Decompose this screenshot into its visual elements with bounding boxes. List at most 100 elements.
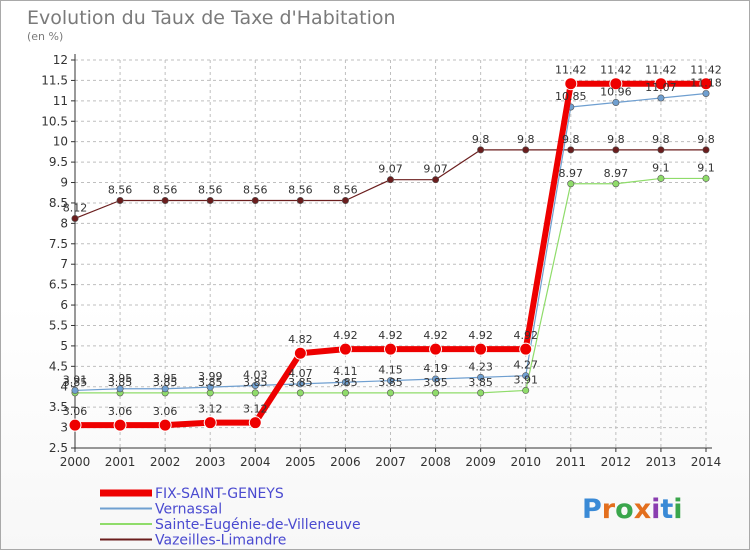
data-label: 8.97 <box>604 167 629 180</box>
data-point <box>609 77 623 91</box>
data-point <box>161 385 169 393</box>
data-point <box>477 146 485 154</box>
data-label: 3.91 <box>513 373 538 386</box>
x-tick-label: 2011 <box>556 455 587 469</box>
data-label: 3.85 <box>333 376 358 389</box>
data-label: 3.85 <box>153 376 178 389</box>
data-label: 10.96 <box>600 85 632 98</box>
y-tick-label: 9 <box>60 176 68 190</box>
logo-letter: t <box>660 494 673 525</box>
y-tick-label: 11 <box>53 94 68 108</box>
x-tick-label: 2005 <box>285 455 316 469</box>
data-point <box>699 77 713 91</box>
y-tick-label: 4 <box>60 380 68 394</box>
data-label: 4.11 <box>333 365 358 378</box>
data-point <box>654 77 668 91</box>
x-tick-label: 2001 <box>105 455 136 469</box>
y-tick-label: 4.5 <box>49 359 68 373</box>
axis-layer: 2.5 3 3.5 4 4.5 5 5.5 6 6.5 7 7.5 8 8.5 9 9.5 10 10.5 11 1… <box>41 53 721 469</box>
data-label: 4.23 <box>468 360 493 373</box>
data-label: 8.56 <box>198 183 223 196</box>
data-label: 11.18 <box>690 76 722 89</box>
data-label: 8.56 <box>153 183 178 196</box>
legend-label: Sainte-Eugénie-de-Villeneuve <box>155 517 361 533</box>
data-point <box>296 196 304 204</box>
x-tick-label: 2000 <box>60 455 91 469</box>
data-point <box>522 386 530 394</box>
data-point <box>341 389 349 397</box>
data-label: 4.82 <box>288 333 313 346</box>
legend-label: FIX-SAINT-GENEYS <box>155 486 284 502</box>
legend-label: Vernassal <box>155 502 222 518</box>
data-label: 3.91 <box>63 373 88 386</box>
y-tick-label: 6 <box>60 298 68 312</box>
data-point <box>386 377 394 385</box>
data-label: 11.42 <box>690 64 722 77</box>
data-point <box>206 383 214 391</box>
data-point <box>657 146 665 154</box>
data-label: 3.85 <box>108 376 133 389</box>
data-label: 4.03 <box>243 369 268 382</box>
data-label: 9.8 <box>562 133 580 146</box>
data-point <box>567 180 575 188</box>
x-tick-label: 2003 <box>195 455 226 469</box>
logo-text: Proxiti <box>582 494 683 525</box>
data-point <box>477 389 485 397</box>
data-label: 9.8 <box>652 133 670 146</box>
data-point <box>206 196 214 204</box>
data-point <box>293 346 307 360</box>
y-tick-label: 5 <box>60 339 68 353</box>
data-label: 4.92 <box>423 329 448 342</box>
x-tick-label: 2009 <box>465 455 496 469</box>
data-point <box>612 98 620 106</box>
data-label: 8.56 <box>333 183 358 196</box>
data-point <box>386 176 394 184</box>
data-point <box>386 389 394 397</box>
data-label: 3.12 <box>243 403 268 416</box>
data-label: 9.1 <box>697 161 715 174</box>
data-label: 9.07 <box>423 163 448 176</box>
data-point <box>564 77 578 91</box>
y-tick-label: 8 <box>60 216 68 230</box>
data-label: 9.8 <box>517 133 535 146</box>
x-tick-label: 2004 <box>240 455 271 469</box>
data-label: 3.06 <box>63 405 88 418</box>
data-label: 9.8 <box>607 133 625 146</box>
data-point <box>432 389 440 397</box>
data-point <box>251 389 259 397</box>
data-label: 3.85 <box>198 376 223 389</box>
logo-letter: x <box>634 494 651 525</box>
data-point <box>384 342 397 356</box>
data-label: 3.99 <box>198 370 223 383</box>
data-label: 11.42 <box>555 64 587 77</box>
data-label: 8.12 <box>63 201 88 214</box>
data-point <box>116 196 124 204</box>
y-tick-label: 7 <box>60 257 68 271</box>
data-point <box>429 342 443 356</box>
data-point <box>203 416 217 430</box>
data-point <box>71 386 79 394</box>
data-label: 10.85 <box>555 90 587 103</box>
proxiti-logo: Proxiti <box>582 494 683 525</box>
data-label: 9.8 <box>697 133 715 146</box>
data-point <box>477 373 485 381</box>
data-point <box>341 196 349 204</box>
logo-letter: o <box>615 494 634 525</box>
data-point <box>161 196 169 204</box>
data-label: 3.95 <box>153 372 178 385</box>
y-tick-label: 5.5 <box>49 318 68 332</box>
series-layer <box>68 77 713 432</box>
data-label: 9.07 <box>378 163 403 176</box>
data-label: 3.06 <box>153 405 178 418</box>
legend-label: Vazeilles-Limandre <box>155 533 286 549</box>
data-label: 4.92 <box>378 329 403 342</box>
legend: FIX-SAINT-GENEYSVernassalSainte-Eugénie-… <box>100 486 361 549</box>
data-point <box>113 418 127 432</box>
logo-letter: i <box>651 494 660 525</box>
data-label: 9.1 <box>652 161 670 174</box>
x-tick-label: 2012 <box>601 455 632 469</box>
data-label: 4.92 <box>513 329 538 342</box>
x-tick-label: 2007 <box>375 455 406 469</box>
